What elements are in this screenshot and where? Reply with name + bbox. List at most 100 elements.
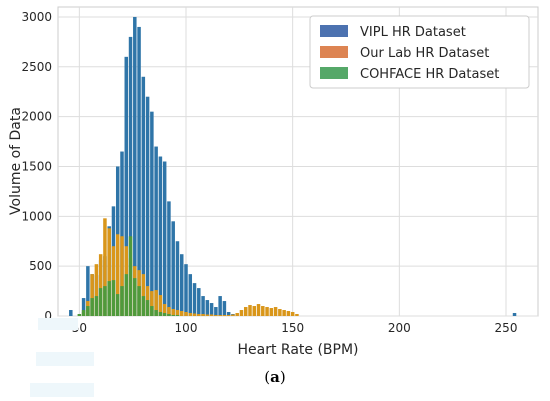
bar: [290, 312, 295, 316]
bar: [201, 314, 205, 316]
bar: [282, 310, 286, 316]
bar: [248, 305, 252, 316]
bar: [158, 312, 163, 316]
bar: [154, 290, 158, 316]
legend-swatch-vipl: [320, 25, 348, 37]
bar: [171, 221, 175, 316]
bar: [167, 201, 171, 316]
watermark-block: [38, 318, 78, 330]
bar: [154, 146, 158, 316]
bar: [107, 281, 111, 316]
bar: [77, 314, 82, 316]
bar: [86, 306, 90, 316]
bar: [111, 280, 116, 316]
bar: [167, 307, 171, 316]
bar: [179, 254, 184, 316]
bar: [115, 234, 120, 316]
bar: [158, 295, 163, 316]
bar: [265, 307, 269, 316]
bar: [90, 298, 94, 316]
y-tick-label: 2500: [21, 60, 52, 74]
legend-label-cohface: COHFACE HR Dataset: [360, 67, 499, 82]
bar: [128, 236, 133, 316]
x-tick-label: 150: [281, 321, 304, 335]
bar: [120, 236, 124, 316]
legend-box: [309, 15, 530, 89]
bar: [141, 296, 146, 316]
bar: [150, 306, 154, 316]
bar: [81, 310, 86, 316]
x-axis-title: Heart Rate (BPM): [237, 342, 358, 358]
legend-swatch-cohface: [320, 67, 348, 79]
y-tick-labels: 0 500 1000 1500 2000 2500 3000: [21, 10, 52, 323]
bar: [150, 111, 154, 317]
bar: [512, 313, 517, 316]
bar: [235, 313, 239, 316]
bar: [188, 274, 193, 316]
bar: [133, 278, 137, 316]
bar: [269, 308, 274, 316]
bar: [243, 307, 248, 316]
x-tick-label: 200: [388, 321, 411, 335]
bar: [141, 76, 146, 316]
bar: [188, 313, 193, 316]
caption-letter: a: [270, 368, 280, 386]
bar: [171, 315, 175, 316]
bar: [214, 307, 218, 316]
bar: [98, 254, 103, 316]
legend-swatch-our-lab: [320, 46, 348, 58]
series-2: [77, 236, 180, 316]
bar: [150, 291, 154, 316]
x-tick-label: 100: [175, 321, 198, 335]
bar: [205, 300, 210, 316]
bar: [107, 228, 111, 316]
bar: [124, 56, 129, 316]
bar: [295, 314, 299, 316]
bar: [167, 314, 171, 316]
bar: [218, 315, 222, 316]
bar: [171, 309, 175, 316]
bar: [103, 218, 107, 316]
bar: [256, 304, 261, 316]
bar: [218, 296, 222, 316]
bar: [128, 36, 133, 316]
y-tick-label: 0: [44, 309, 52, 323]
watermark-block: [36, 352, 94, 366]
bar: [137, 26, 141, 316]
bar: [103, 286, 107, 316]
bar: [273, 307, 278, 316]
bar: [201, 296, 205, 316]
bar: [278, 309, 282, 316]
bar: [192, 313, 197, 316]
bar: [226, 315, 231, 316]
bar: [261, 306, 265, 316]
bar: [81, 298, 86, 316]
bar: [98, 288, 103, 316]
bar: [90, 274, 94, 316]
bar: [175, 315, 180, 316]
bar: [209, 303, 214, 316]
bar: [197, 314, 201, 316]
bar: [286, 311, 291, 316]
bar: [162, 313, 167, 316]
bar: [141, 274, 146, 316]
bar: [197, 288, 201, 316]
y-tick-label: 2000: [21, 110, 52, 124]
legend-label-vipl: VIPL HR Dataset: [360, 25, 466, 40]
legend-label-our-lab: Our Lab HR Dataset: [360, 46, 489, 61]
bar: [145, 300, 150, 316]
bar: [209, 314, 214, 316]
bar: [226, 312, 231, 316]
bar: [239, 310, 244, 316]
bar: [175, 310, 180, 316]
bar: [145, 96, 150, 316]
bar: [120, 151, 124, 316]
bar: [184, 312, 188, 316]
y-tick-label: 1000: [21, 209, 52, 223]
bar: [222, 301, 227, 316]
bar: [205, 314, 210, 316]
bar: [175, 241, 180, 316]
bar: [124, 274, 129, 316]
bars: [69, 16, 517, 317]
